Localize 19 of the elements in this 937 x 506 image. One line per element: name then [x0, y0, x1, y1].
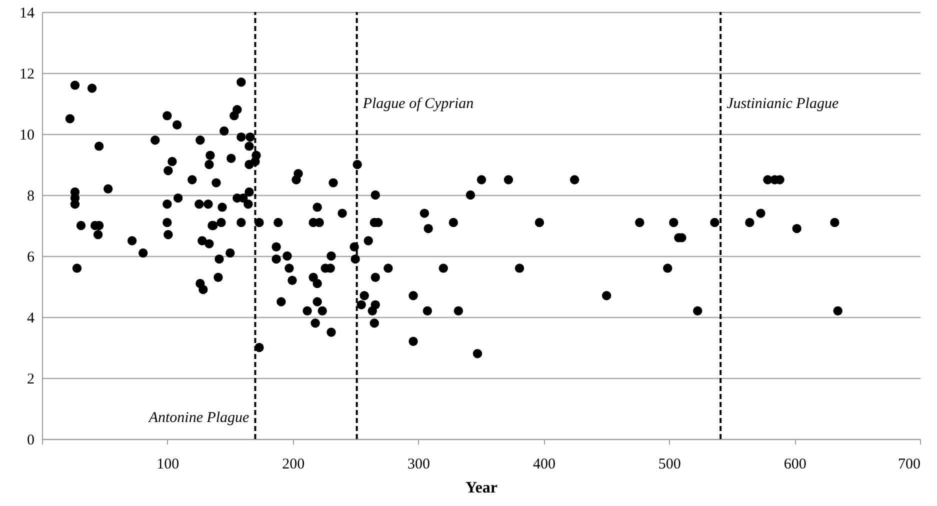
x-tick-label: 100: [156, 456, 180, 472]
y-tick-label: 4: [27, 310, 35, 326]
x-tick-label: 500: [658, 456, 681, 472]
y-tick-label: 2: [27, 372, 34, 388]
x-axis-title: Year: [466, 480, 498, 496]
x-tick-label: 200: [282, 456, 305, 472]
x-tick-label: 300: [408, 456, 430, 472]
y-tick-label: 10: [20, 128, 34, 144]
y-tick-label: 0: [27, 432, 34, 448]
y-tick-label: 6: [27, 250, 35, 266]
y-tick-label: 14: [20, 6, 35, 22]
ref-line-label: Antonine Plague: [148, 410, 250, 426]
x-tick-label: 700: [898, 456, 920, 472]
ref-line-label: Plague of Cyprian: [362, 96, 474, 112]
y-tick-label: 8: [27, 188, 34, 204]
ref-line-label: Justinianic Plague: [726, 96, 839, 112]
x-tick-label: 600: [784, 456, 806, 472]
x-tick-label: 400: [532, 456, 556, 472]
y-tick-label: 12: [20, 66, 34, 82]
